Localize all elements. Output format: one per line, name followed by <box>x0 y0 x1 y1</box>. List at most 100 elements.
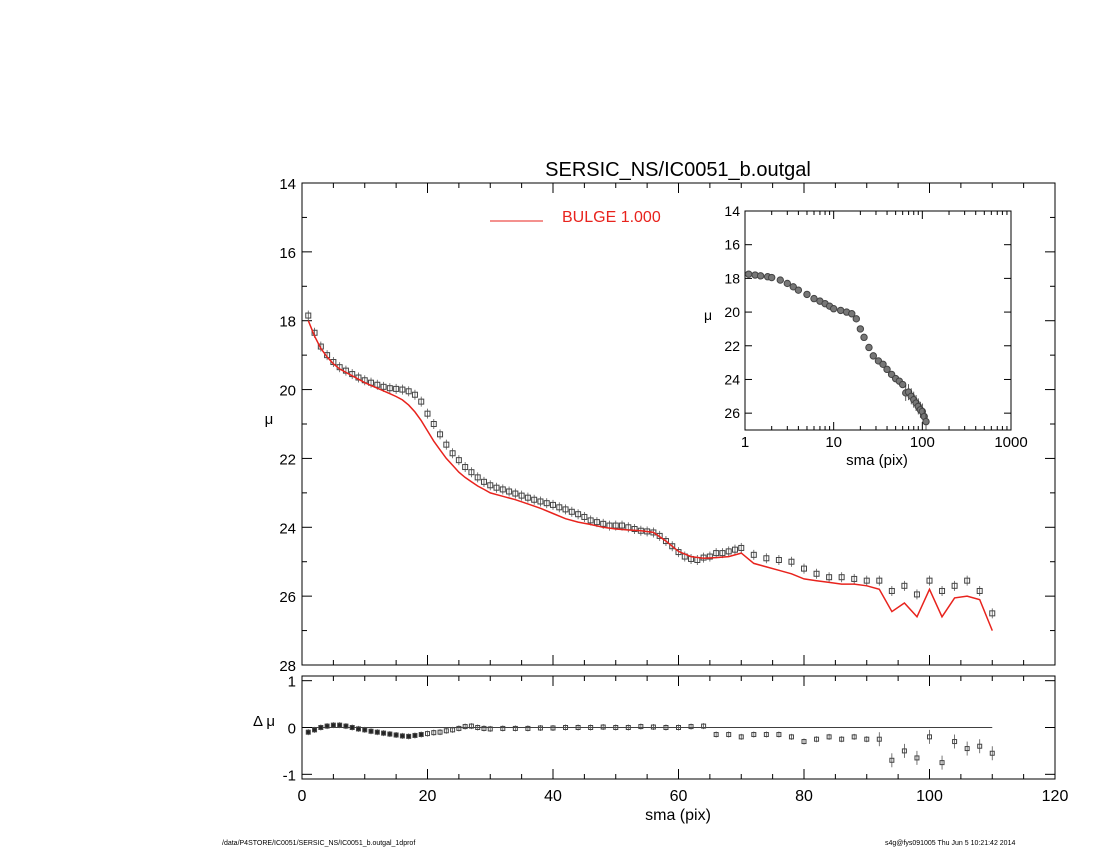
inset-data-point <box>836 306 845 315</box>
main-data-point <box>788 558 795 565</box>
main-data-point <box>455 457 462 464</box>
main-data-point <box>926 577 933 584</box>
main-y-tick-label: 20 <box>279 383 296 400</box>
residual-data-point <box>738 734 744 740</box>
inset-data-point <box>776 276 784 284</box>
inset-data-point <box>869 352 878 360</box>
inset-data-point <box>803 290 811 299</box>
main-data-point <box>499 486 506 493</box>
main-y-tick-label: 24 <box>279 520 296 537</box>
main-data-point <box>424 410 431 417</box>
residual-panel: Δ μ sma (pix) 10-1 <box>253 674 1056 824</box>
inset-x-tick-label: 1000 <box>994 434 1027 451</box>
main-data-point <box>763 555 770 562</box>
main-data-point <box>531 496 538 503</box>
residual-data-point <box>575 725 581 730</box>
inset-data-point <box>852 315 861 323</box>
inset-y-tick-label: 14 <box>724 203 740 219</box>
residual-data-point <box>889 757 895 763</box>
residual-data-point <box>481 725 487 731</box>
main-data-point <box>550 501 556 508</box>
residual-data-point <box>876 736 882 742</box>
residual-data-point <box>500 725 506 731</box>
main-data-point <box>863 577 870 584</box>
footer-file-path: /data/P4STORE/IC0051/SERSIC_NS/IC0051_b.… <box>222 840 416 847</box>
residual-data-point <box>425 731 430 737</box>
main-data-point <box>449 450 456 457</box>
residual-data-point <box>387 731 393 737</box>
inset-x-tick-label: 1 <box>741 434 749 451</box>
residual-series-group <box>305 722 995 770</box>
residual-data-point <box>456 725 462 731</box>
main-data-point <box>524 494 531 501</box>
residual-data-point <box>349 725 355 730</box>
main-data-point <box>462 464 469 471</box>
inset-data-point <box>829 305 838 313</box>
residual-y-tick-label: 1 <box>288 674 296 691</box>
residual-data-point <box>814 736 820 742</box>
inset-y-tick-label: 16 <box>724 237 740 253</box>
residual-data-point <box>964 746 970 752</box>
main-data-point <box>713 550 720 557</box>
inset-data-point <box>767 273 776 282</box>
main-data-point <box>430 421 437 427</box>
main-data-point <box>468 469 475 476</box>
residual-data-point <box>431 730 437 736</box>
residual-data-point <box>343 723 349 729</box>
main-data-point <box>876 577 883 584</box>
main-y-tick-label: 22 <box>279 451 296 468</box>
residual-data-point <box>393 732 399 738</box>
residual-data-point <box>839 736 845 742</box>
main-data-point <box>386 385 393 392</box>
chart-title: SERSIC_NS/IC0051_b.outgal <box>545 159 811 181</box>
bulge-model-line <box>307 320 993 631</box>
residual-data-point <box>763 732 769 738</box>
main-data-point <box>738 544 745 551</box>
main-panel: SERSIC_NS/IC0051_b.outgal μ 14 16 18 20 22 24… <box>265 159 1056 675</box>
inset-data-point <box>794 286 803 294</box>
residual-data-point <box>399 733 405 739</box>
residual-data-point <box>550 725 556 731</box>
residual-data-point <box>305 729 311 735</box>
main-data-point <box>813 570 820 577</box>
inset-data-point <box>789 283 797 291</box>
main-data-point <box>951 582 958 589</box>
residual-data-point <box>475 725 481 730</box>
main-data-point <box>568 508 575 515</box>
main-data-point <box>537 498 544 505</box>
main-y-tick-label: 26 <box>279 589 296 606</box>
inset-y-tick-label: 26 <box>724 405 740 421</box>
inset-series-group <box>744 270 930 430</box>
x-tick-label: 0 <box>298 788 307 805</box>
residual-data-point <box>927 734 932 740</box>
main-data-point <box>480 478 487 485</box>
residual-data-point <box>776 732 782 738</box>
residual-data-point <box>381 730 387 736</box>
main-data-point <box>380 383 387 390</box>
inset-y-tick-label: 20 <box>724 304 740 320</box>
residual-data-point <box>801 739 807 745</box>
residual-data-point <box>638 724 644 730</box>
x-tick-label: 80 <box>795 788 813 805</box>
residual-data-point <box>437 729 443 735</box>
main-data-point <box>901 582 908 589</box>
x-tick-label: 100 <box>916 788 943 805</box>
residual-data-point <box>525 725 531 731</box>
residual-data-point <box>324 723 330 729</box>
main-data-point <box>669 543 676 550</box>
inset-data-point <box>810 294 818 303</box>
residual-data-point <box>312 727 318 733</box>
residual-data-point <box>851 734 857 740</box>
residual-data-point <box>788 734 794 740</box>
inset-data-point <box>848 310 856 318</box>
main-data-point <box>913 591 920 598</box>
inset-data-point <box>856 325 865 333</box>
residual-y-tick-label: 0 <box>288 721 296 738</box>
main-data-point <box>750 551 757 558</box>
main-data-point <box>851 575 858 582</box>
inset-ticks: 14 16 18 20 22 24 261 10 100 1000 <box>724 203 1027 451</box>
residual-data-point <box>368 728 374 734</box>
main-data-point <box>518 492 525 499</box>
residual-data-point <box>826 734 832 740</box>
residual-data-point <box>355 726 361 732</box>
